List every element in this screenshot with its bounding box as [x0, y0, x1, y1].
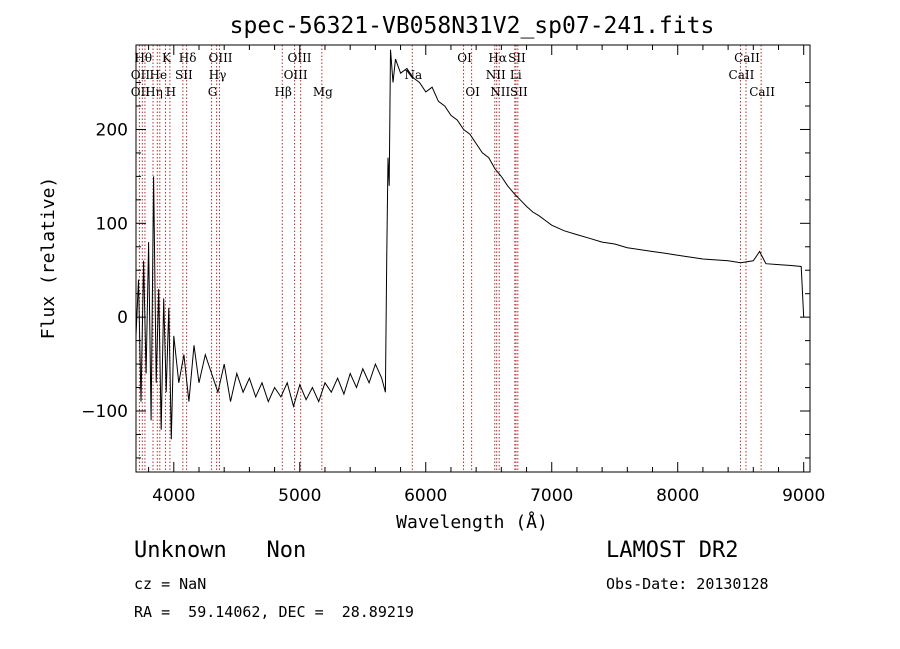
spectrum-series: [135, 49, 805, 440]
line-label: Hβ: [275, 85, 292, 99]
obs-date: Obs-Date: 20130128: [606, 575, 769, 593]
line-label: Hθ: [134, 51, 152, 65]
redshift-cz: cz = NaN: [134, 575, 207, 593]
y-tick-label: 200: [96, 120, 128, 140]
emission-line-markers: [138, 45, 762, 472]
line-label: OIII: [287, 51, 311, 65]
line-label: He: [150, 68, 168, 82]
x-axis-label: Wavelength (Å): [396, 511, 548, 533]
line-label: Hγ: [209, 68, 227, 82]
line-label: Hα: [488, 51, 507, 65]
y-tick-label: 0: [117, 308, 128, 328]
x-tick-label: 5000: [278, 486, 321, 506]
x-axis-ticks: 4000 5000 6000 7000 8000 9000: [148, 45, 825, 506]
line-label: Na: [404, 68, 422, 82]
line-label: SII: [510, 85, 528, 99]
x-tick-label: 9000: [782, 486, 825, 506]
line-label: Hδ: [179, 51, 197, 65]
y-tick-label: −100: [81, 402, 128, 422]
line-label: CaII: [734, 51, 760, 65]
x-tick-label: 7000: [530, 486, 573, 506]
y-tick-label: 100: [96, 214, 128, 234]
line-label: CaII: [749, 85, 775, 99]
line-label: SII: [175, 68, 193, 82]
line-label: OIII: [208, 51, 232, 65]
y-axis-ticks: −100 0 100 200: [81, 82, 810, 459]
line-label: OII: [131, 85, 151, 99]
x-tick-label: 6000: [404, 486, 447, 506]
line-label: NII: [490, 85, 510, 99]
plot-frame: [135, 44, 811, 473]
line-label: K: [162, 51, 172, 65]
line-label: OI: [465, 85, 480, 99]
object-class: Unknown Non: [134, 538, 307, 563]
x-tick-label: 4000: [152, 486, 195, 506]
spectrum-line: [135, 49, 805, 440]
line-label: OII: [131, 68, 151, 82]
survey-name: LAMOST DR2: [606, 538, 739, 563]
line-label: SII: [508, 51, 526, 65]
y-axis-label: Flux (relative): [38, 177, 59, 340]
line-label: H: [166, 85, 176, 99]
line-label: Mg: [313, 85, 333, 99]
x-tick-label: 8000: [656, 486, 699, 506]
ra-dec: RA = 59.14062, DEC = 28.89219: [134, 603, 414, 621]
line-label: CaII: [729, 68, 755, 82]
line-label: Hη: [145, 85, 163, 99]
line-label: OIII: [284, 68, 308, 82]
line-label: NII: [486, 68, 506, 82]
line-label: G: [208, 85, 218, 99]
line-label: OI: [457, 51, 472, 65]
line-label: Li: [510, 68, 522, 82]
chart-title: spec-56321-VB058N31V2_sp07-241.fits: [230, 13, 715, 39]
